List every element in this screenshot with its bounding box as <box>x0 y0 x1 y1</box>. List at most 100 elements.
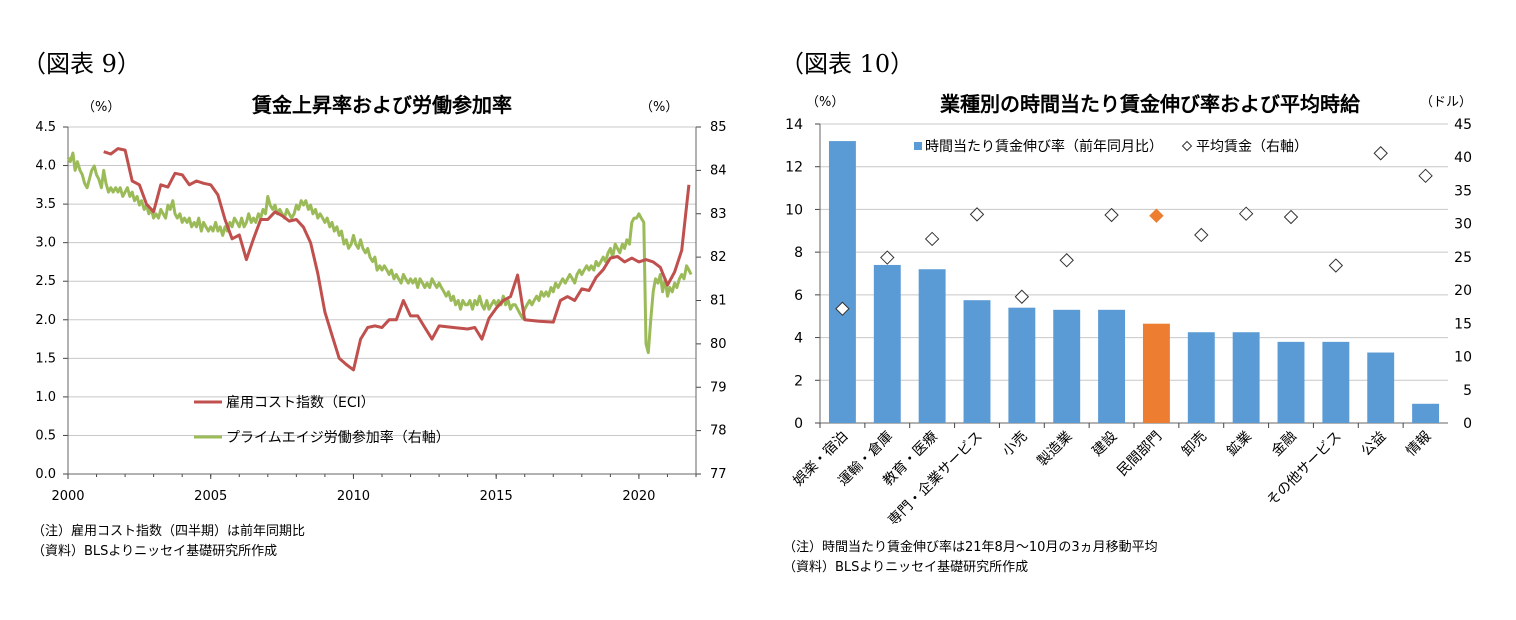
right-note-1: （注）時間当たり賃金伸び率は21年8月～10月の3ヵ月移動平均 <box>783 540 1158 555</box>
wage-participation-line-chart: 賃金上昇率および労働参加率 （%） （%） 0.0 0.5 1.0 1.5 2.0 2.5 3.0… <box>35 93 727 504</box>
left-tick-label: 12 <box>785 160 803 176</box>
x-tick-label: 小売 <box>1000 429 1031 460</box>
x-tick-label: 製造業 <box>1035 429 1076 470</box>
chart-title: 業種別の時間当たり賃金伸び率および平均時給 <box>940 92 1361 116</box>
x-tick-label: 公益 <box>1358 429 1389 460</box>
left-tick-label: 2.5 <box>35 274 56 289</box>
left-tick-label: 1.0 <box>35 390 56 405</box>
right-tick-label: 20 <box>1454 283 1472 299</box>
bar-5 <box>1008 307 1036 423</box>
left-tick-label: 1.5 <box>35 351 56 366</box>
legend-bar-swatch <box>914 142 922 150</box>
left-tick-label: 3.5 <box>35 197 56 212</box>
right-axis-unit: （ドル） <box>1420 95 1472 110</box>
right-note-2: （資料）BLSよりニッセイ基礎研究所作成 <box>783 560 1029 575</box>
left-tick-label: 0.5 <box>35 428 56 443</box>
bar-11 <box>1277 341 1305 423</box>
left-tick-label: 14 <box>785 117 803 133</box>
figure-label-9: （図表 9） <box>22 50 141 78</box>
left-tick-label: 4 <box>794 331 803 347</box>
legend-label: 雇用コスト指数（ECI） <box>226 394 375 411</box>
right-tick-label: 15 <box>1454 316 1472 332</box>
marker-12 <box>1328 258 1344 273</box>
chart-title: 賃金上昇率および労働参加率 <box>251 93 512 117</box>
bar-12 <box>1322 341 1350 423</box>
legend-label: プライムエイジ労働参加率（右軸） <box>226 429 450 446</box>
x-tick-label: 建設 <box>1089 429 1120 460</box>
left-tick-label: 10 <box>785 202 803 218</box>
marker-9 <box>1194 227 1209 243</box>
bar-4 <box>963 300 991 423</box>
bar-2 <box>873 264 901 423</box>
marker-3 <box>924 231 940 247</box>
x-tick-label: 2010 <box>337 489 370 504</box>
bar-8 <box>1142 323 1170 423</box>
marker-14 <box>1418 168 1433 184</box>
marker-5 <box>1014 289 1030 304</box>
left-tick-label: 0.0 <box>35 467 56 482</box>
right-tick-label: 78 <box>710 424 727 439</box>
x-tick-label: 卸売 <box>1179 429 1210 460</box>
bar-3 <box>918 269 946 423</box>
marker-6 <box>1059 253 1074 268</box>
right-tick-label: 77 <box>710 467 727 482</box>
bar-7 <box>1098 309 1126 423</box>
bar-10 <box>1232 332 1260 423</box>
x-tick-label: 金融 <box>1269 429 1300 460</box>
left-note-2: （資料）BLSよりニッセイ基礎研究所作成 <box>32 544 278 559</box>
marker-2 <box>880 250 895 265</box>
left-tick-label: 2 <box>794 373 803 389</box>
left-tick-label: 4.5 <box>35 120 56 135</box>
legend-bar-label: 時間当たり賃金伸び率（前年同月比） <box>925 138 1163 155</box>
right-tick-label: 40 <box>1454 150 1472 166</box>
x-tick-label: 2020 <box>622 489 655 504</box>
left-axis-unit: （%） <box>806 95 844 110</box>
bar-13 <box>1367 352 1395 423</box>
marker-8 <box>1149 208 1164 223</box>
bar-6 <box>1053 309 1081 423</box>
x-tick-label: 情報 <box>1403 429 1434 460</box>
right-tick-label: 5 <box>1463 383 1472 399</box>
industry-wage-bar-chart: 業種別の時間当たり賃金伸び率および平均時給 （%） （ドル） 0 2 4 6 8 10 12 14 0… <box>785 92 1472 529</box>
right-tick-label: 10 <box>1454 350 1472 366</box>
right-tick-label: 83 <box>710 207 727 222</box>
x-tick-label: 鉱業 <box>1223 428 1255 460</box>
right-tick-label: 25 <box>1454 250 1472 266</box>
right-tick-label: 30 <box>1454 217 1472 233</box>
participation-series-line <box>66 151 693 355</box>
marker-7 <box>1104 207 1119 223</box>
figure-label-10: （図表 10） <box>780 50 915 78</box>
x-tick-label: 2000 <box>51 489 84 504</box>
left-tick-label: 8 <box>794 245 803 261</box>
left-tick-label: 6 <box>794 288 803 304</box>
left-tick-label: 2.0 <box>35 313 56 328</box>
bar-14 <box>1412 403 1440 423</box>
right-tick-label: 85 <box>710 120 727 135</box>
right-tick-label: 0 <box>1463 416 1472 432</box>
right-tick-label: 45 <box>1454 117 1472 133</box>
left-tick-label: 3.0 <box>35 236 56 251</box>
marker-4 <box>969 207 985 222</box>
right-tick-label: 84 <box>710 163 727 178</box>
marker-13 <box>1373 146 1388 161</box>
right-tick-label: 80 <box>710 337 727 352</box>
marker-11 <box>1283 209 1299 225</box>
left-axis-unit: （%） <box>82 100 120 115</box>
right-tick-label: 82 <box>710 250 727 265</box>
legend-marker-label: 平均賃金（右軸） <box>1196 139 1308 155</box>
right-tick-label: 79 <box>710 380 727 395</box>
left-tick-label: 0 <box>794 416 803 432</box>
marker-10 <box>1238 206 1254 221</box>
x-tick-label: 民間部門 <box>1114 429 1165 480</box>
bar-1 <box>828 141 856 424</box>
bar-9 <box>1187 332 1215 423</box>
marker-1 <box>835 301 850 316</box>
left-tick-label: 4.0 <box>35 159 56 174</box>
right-tick-label: 81 <box>710 294 727 309</box>
x-tick-label: 2015 <box>480 489 513 504</box>
left-notes: （注）雇用コスト指数（四半期）は前年同期比 （資料）BLSよりニッセイ基礎研究所… <box>32 522 305 562</box>
right-notes: （注）時間当たり賃金伸び率は21年8月～10月の3ヵ月移動平均 （資料）BLSよ… <box>783 538 1158 578</box>
right-axis-unit: （%） <box>640 100 678 115</box>
left-note-1: （注）雇用コスト指数（四半期）は前年同期比 <box>32 524 306 539</box>
right-tick-label: 35 <box>1454 183 1472 199</box>
